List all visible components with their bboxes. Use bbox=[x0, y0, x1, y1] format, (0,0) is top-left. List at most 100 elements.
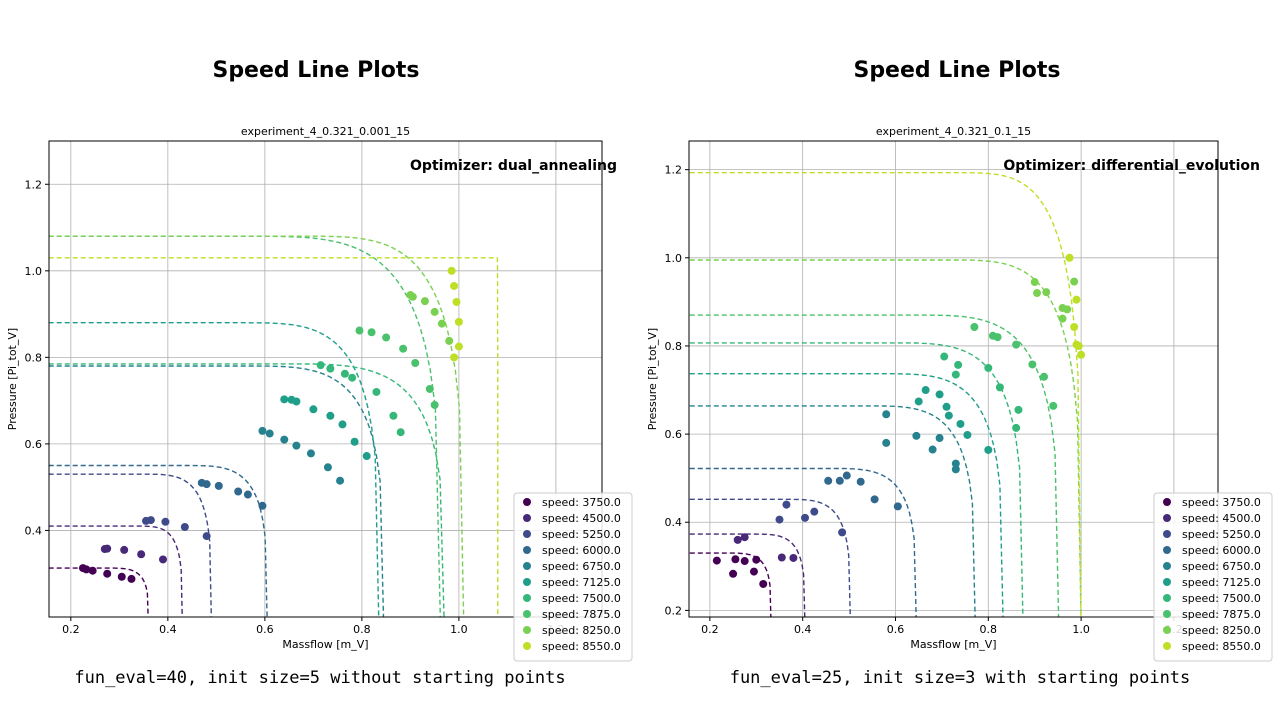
speed-line-curve-7 bbox=[49, 363, 445, 617]
left-panel-caption: fun_eval=40, init size=5 without startin… bbox=[74, 668, 566, 688]
data-point bbox=[411, 358, 420, 367]
legend-label: speed: 8550.0 bbox=[542, 640, 621, 653]
data-point bbox=[258, 426, 267, 435]
data-point bbox=[437, 319, 446, 328]
legend-marker bbox=[1163, 578, 1171, 586]
data-point bbox=[336, 476, 345, 485]
data-point bbox=[1077, 350, 1086, 359]
data-point bbox=[1063, 305, 1072, 314]
data-point bbox=[180, 522, 189, 531]
data-point bbox=[202, 532, 211, 541]
x-tick-label: 0.4 bbox=[794, 623, 812, 636]
data-point bbox=[348, 373, 357, 382]
data-point bbox=[362, 452, 371, 461]
data-point bbox=[82, 565, 91, 574]
x-tick-label: 0.6 bbox=[256, 623, 274, 636]
speed-line-curve-7 bbox=[689, 342, 1024, 617]
data-point bbox=[838, 528, 847, 537]
legend-marker bbox=[523, 562, 531, 570]
data-point bbox=[1014, 405, 1023, 414]
legend-marker bbox=[1163, 562, 1171, 570]
data-point bbox=[382, 333, 391, 342]
legend-marker bbox=[523, 626, 531, 634]
legend-label: speed: 6750.0 bbox=[1182, 560, 1261, 573]
speed-line-curve-2 bbox=[689, 533, 806, 617]
data-point bbox=[338, 420, 347, 429]
y-tick-label: 0.4 bbox=[665, 516, 683, 529]
data-point bbox=[970, 322, 979, 331]
y-tick-label: 1.2 bbox=[25, 178, 43, 191]
data-point bbox=[752, 555, 761, 564]
data-point bbox=[454, 342, 463, 351]
y-tick-label: 1.0 bbox=[665, 252, 683, 265]
data-point bbox=[777, 553, 786, 562]
data-point bbox=[292, 441, 301, 450]
y-tick-label: 0.6 bbox=[25, 438, 43, 451]
data-point bbox=[1042, 288, 1051, 297]
legend-label: speed: 8550.0 bbox=[1182, 640, 1261, 653]
y-tick-label: 0.6 bbox=[665, 428, 683, 441]
data-point bbox=[454, 317, 463, 326]
data-point bbox=[935, 390, 944, 399]
legend-marker bbox=[1163, 546, 1171, 554]
legend-label: speed: 6000.0 bbox=[1182, 544, 1261, 557]
plot-frame bbox=[48, 140, 603, 618]
data-point bbox=[921, 386, 930, 395]
data-point bbox=[912, 431, 921, 440]
data-point bbox=[425, 384, 434, 393]
legend-label: speed: 3750.0 bbox=[1182, 496, 1261, 509]
plot-area bbox=[49, 235, 499, 617]
data-point bbox=[1065, 253, 1074, 262]
x-tick-label: 0.2 bbox=[701, 623, 719, 636]
data-point bbox=[234, 487, 243, 496]
x-tick-label: 0.2 bbox=[62, 623, 80, 636]
y-tick-label: 0.4 bbox=[25, 524, 43, 537]
y-axis-label: Pressure [Pi_tot_V] bbox=[6, 328, 19, 430]
legend-label: speed: 7875.0 bbox=[1182, 608, 1261, 621]
chart-panel-1: 0.20.40.60.81.01.20.40.60.81.01.2experim… bbox=[6, 125, 633, 662]
data-point bbox=[389, 411, 398, 420]
legend-marker bbox=[523, 530, 531, 538]
data-point bbox=[870, 495, 879, 504]
legend-label: speed: 5250.0 bbox=[1182, 528, 1261, 541]
data-point bbox=[984, 445, 993, 454]
legend: speed: 3750.0 speed: 4500.0 speed: 5250.0 s… bbox=[513, 492, 633, 662]
data-point bbox=[1049, 401, 1058, 410]
legend-marker bbox=[523, 514, 531, 522]
data-point bbox=[292, 397, 301, 406]
optimizer-annotation: Optimizer: differential_evolution bbox=[1003, 158, 1260, 174]
data-point bbox=[951, 465, 960, 474]
legend-marker bbox=[523, 594, 531, 602]
data-point bbox=[1074, 341, 1083, 350]
legend-box bbox=[513, 492, 633, 662]
data-point bbox=[801, 513, 810, 522]
legend-label: speed: 4500.0 bbox=[542, 512, 621, 525]
speed-line-curve-9 bbox=[689, 259, 1082, 617]
data-point bbox=[1033, 289, 1042, 298]
data-point bbox=[396, 428, 405, 437]
data-point bbox=[1070, 322, 1079, 331]
data-point bbox=[963, 430, 972, 439]
speed-line-curve-4 bbox=[689, 467, 917, 617]
data-point bbox=[984, 363, 993, 372]
speed-line-curve-10 bbox=[689, 172, 1082, 617]
data-point bbox=[740, 557, 749, 566]
right-panel-caption: fun_eval=25, init size=3 with starting p… bbox=[729, 668, 1191, 688]
data-point bbox=[914, 397, 923, 406]
data-point bbox=[940, 352, 949, 361]
data-point bbox=[935, 434, 944, 443]
data-point bbox=[824, 476, 833, 485]
speed-line-curve-4 bbox=[49, 464, 268, 617]
legend-label: speed: 3750.0 bbox=[542, 496, 621, 509]
legend-marker bbox=[1163, 642, 1171, 650]
speed-line-curve-9 bbox=[49, 235, 465, 617]
data-point bbox=[729, 569, 738, 578]
speed-line-curve-5 bbox=[49, 365, 385, 617]
data-point bbox=[789, 553, 798, 562]
data-point bbox=[88, 566, 97, 575]
legend-label: speed: 8250.0 bbox=[542, 624, 621, 637]
data-point bbox=[842, 471, 851, 480]
data-point bbox=[120, 545, 129, 554]
data-point bbox=[944, 411, 953, 420]
